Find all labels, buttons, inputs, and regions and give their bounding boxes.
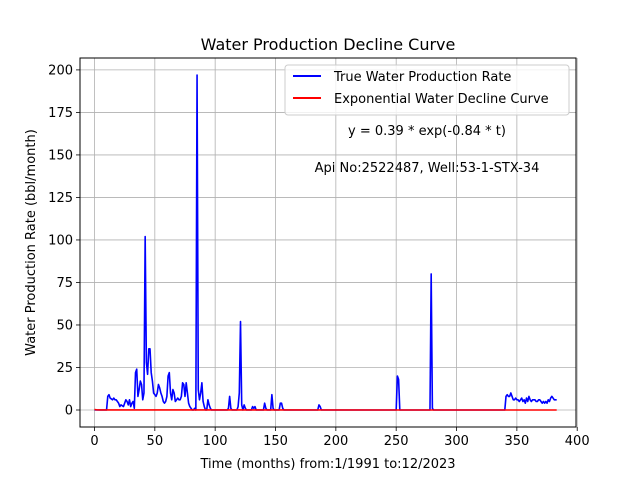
y-tick-label: 175	[48, 106, 73, 121]
well-annotation: Api No:2522487, Well:53-1-STX-34	[315, 161, 540, 176]
legend-label-decline-curve: Exponential Water Decline Curve	[334, 92, 549, 107]
plot-frame	[79, 57, 577, 428]
x-tick-label: 350	[504, 434, 529, 449]
y-tick-label: 0	[65, 403, 73, 418]
legend-label-true-rate: True Water Production Rate	[333, 70, 511, 85]
equation-annotation: y = 0.39 * exp(-0.84 * t)	[348, 124, 506, 139]
y-tick-label: 200	[48, 63, 73, 78]
y-tick-label: 50	[56, 318, 73, 333]
x-tick-label: 200	[323, 434, 348, 449]
chart-title: Water Production Decline Curve	[201, 35, 456, 54]
series-exponential-decline	[94, 408, 557, 411]
y-tick-label: 75	[56, 276, 73, 291]
x-axis-title: Time (months) from:1/1991 to:12/2023	[199, 457, 455, 472]
x-tick-label: 100	[203, 434, 228, 449]
y-tick-label: 100	[48, 233, 73, 248]
x-tick-label: 300	[444, 434, 469, 449]
x-tick-label: 50	[147, 434, 164, 449]
y-tick-label: 150	[48, 148, 73, 163]
y-tick-label: 25	[56, 361, 73, 376]
y-tick-label: 125	[48, 191, 73, 206]
x-tick-label: 0	[90, 434, 98, 449]
legend: True Water Production Rate Exponential W…	[284, 64, 570, 116]
legend-box	[284, 64, 570, 116]
x-tick-label: 150	[263, 434, 288, 449]
y-axis-title: Water Production Rate (bbl/month)	[24, 129, 39, 356]
axis-ticks: 0 50 100 150 200 250 300 350 400 0 25 50 75 100 125 150…	[48, 63, 589, 449]
x-tick-label: 400	[565, 434, 590, 449]
series-layer	[94, 74, 557, 411]
x-tick-label: 250	[384, 434, 409, 449]
